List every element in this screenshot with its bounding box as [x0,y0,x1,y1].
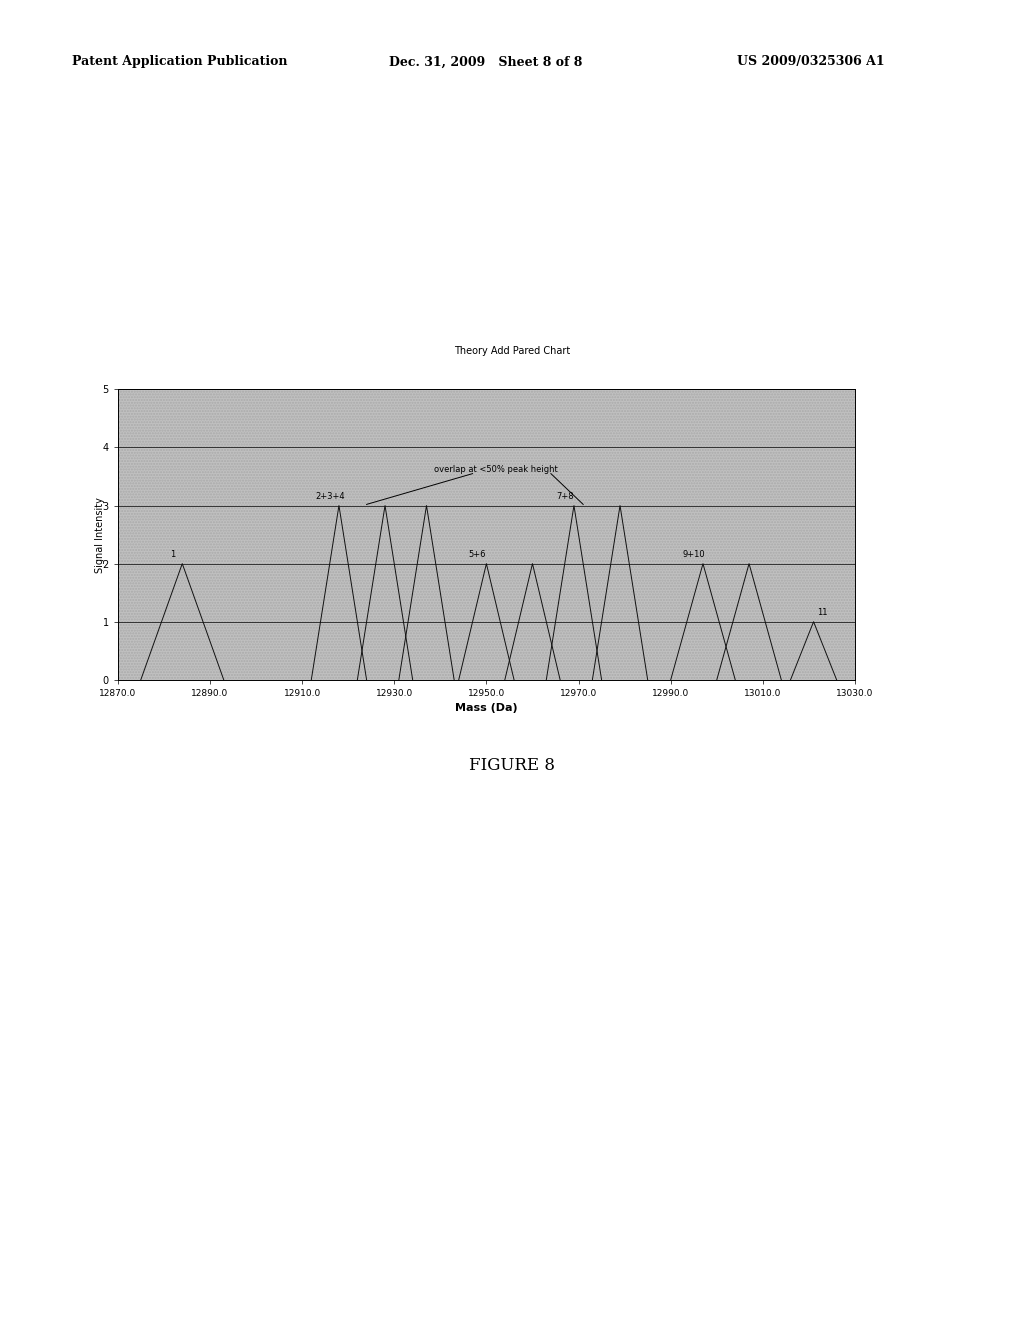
Text: Patent Application Publication: Patent Application Publication [72,55,287,69]
Y-axis label: Signal Intensity: Signal Intensity [94,496,104,573]
Text: FIGURE 8: FIGURE 8 [469,758,555,774]
Text: 9+10: 9+10 [682,550,706,558]
X-axis label: Mass (Da): Mass (Da) [455,704,518,713]
Text: Theory Add Pared Chart: Theory Add Pared Chart [454,346,570,356]
Text: 1: 1 [170,550,176,558]
Text: 11: 11 [817,609,828,616]
Text: US 2009/0325306 A1: US 2009/0325306 A1 [737,55,885,69]
Text: overlap at <50% peak height: overlap at <50% peak height [434,465,557,474]
Text: Dec. 31, 2009   Sheet 8 of 8: Dec. 31, 2009 Sheet 8 of 8 [389,55,583,69]
Text: 2+3+4: 2+3+4 [315,492,344,500]
Text: 5+6: 5+6 [468,550,486,558]
Text: 7+8: 7+8 [556,492,573,500]
